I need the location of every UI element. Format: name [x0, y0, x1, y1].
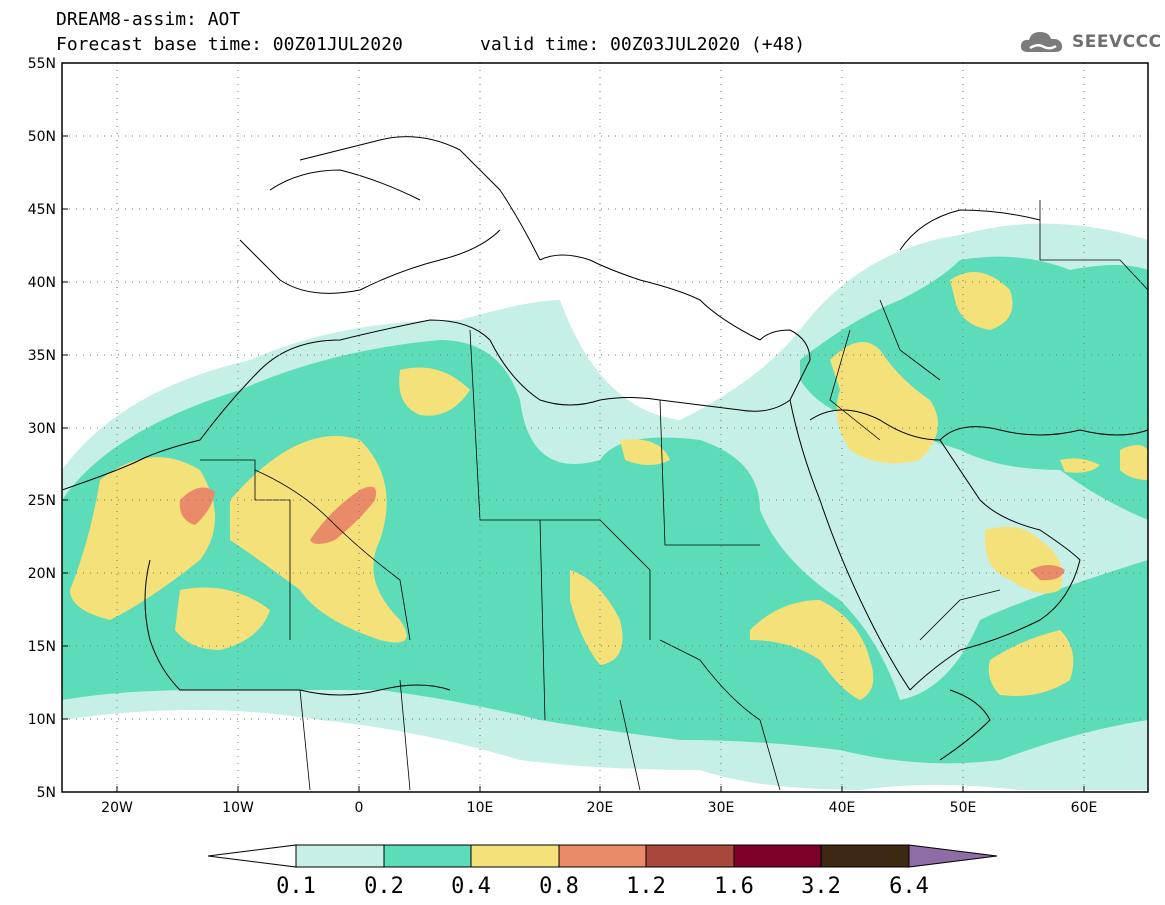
lat-label: 45N	[28, 202, 56, 218]
lat-label: 55N	[28, 56, 56, 72]
colorbar-labels: 0.1 0.2 0.4 0.8 1.2 1.6 3.2 6.4	[276, 874, 929, 899]
lon-label: 0	[355, 800, 364, 816]
colorbar-segment	[645, 844, 735, 868]
colorbar-segment	[733, 844, 822, 868]
valid-time: valid time: 00Z03JUL2020 (+48)	[480, 34, 806, 55]
colorbar-label: 1.2	[626, 874, 666, 899]
lon-labels: 20W 10W 0 10E 20E 30E 40E 50E 60E	[101, 800, 1097, 816]
borders	[200, 200, 1148, 791]
product-title: DREAM8-assim: AOT	[56, 9, 241, 30]
colorbar	[207, 844, 998, 868]
grid-lines	[62, 63, 1148, 792]
base-time: Forecast base time: 00Z01JUL2020	[56, 34, 403, 55]
lat-label: 10N	[28, 712, 56, 728]
colorbar-label: 0.2	[364, 874, 404, 899]
axis-ticks	[62, 135, 1085, 792]
colorbar-left-arrow	[207, 844, 297, 868]
lon-label: 10W	[222, 800, 254, 816]
colorbar-right-arrow	[908, 844, 998, 868]
lon-label: 10E	[467, 800, 494, 816]
lon-label: 20W	[101, 800, 133, 816]
lat-label: 40N	[28, 275, 56, 291]
lat-label: 50N	[28, 129, 56, 145]
colorbar-segment	[383, 844, 472, 868]
lon-label: 60E	[1071, 800, 1098, 816]
colorbar-label: 0.4	[451, 874, 491, 899]
lat-label: 35N	[28, 348, 56, 364]
lat-label: 30N	[28, 421, 56, 437]
colorbar-segment	[295, 844, 385, 868]
lat-label: 15N	[28, 639, 56, 655]
colorbar-segment	[558, 844, 647, 868]
colorbar-label: 0.1	[276, 874, 316, 899]
lat-label: 20N	[28, 566, 56, 582]
lat-label: 25N	[28, 493, 56, 509]
colorbar-label: 6.4	[889, 874, 929, 899]
lon-label: 40E	[829, 800, 856, 816]
colorbar-segment	[470, 844, 560, 868]
lon-label: 30E	[708, 800, 735, 816]
colorbar-label: 1.6	[714, 874, 754, 899]
colorbar-label: 3.2	[801, 874, 841, 899]
colorbar-segment	[820, 844, 910, 868]
lon-label: 50E	[950, 800, 977, 816]
seevccc-logo: SEEVCCC	[1018, 28, 1162, 56]
logo-text: SEEVCCC	[1072, 32, 1162, 52]
colorbar-label: 0.8	[539, 874, 579, 899]
aot-field	[62, 223, 1148, 791]
lon-label: 20E	[587, 800, 614, 816]
coastlines	[62, 136, 1148, 761]
lat-labels: 55N 50N 45N 40N 35N 30N 25N 20N 15N 10N …	[28, 56, 56, 801]
aot-band-0.8	[179, 486, 1065, 581]
lat-label: 5N	[37, 785, 56, 801]
cloud-icon	[1020, 32, 1063, 52]
